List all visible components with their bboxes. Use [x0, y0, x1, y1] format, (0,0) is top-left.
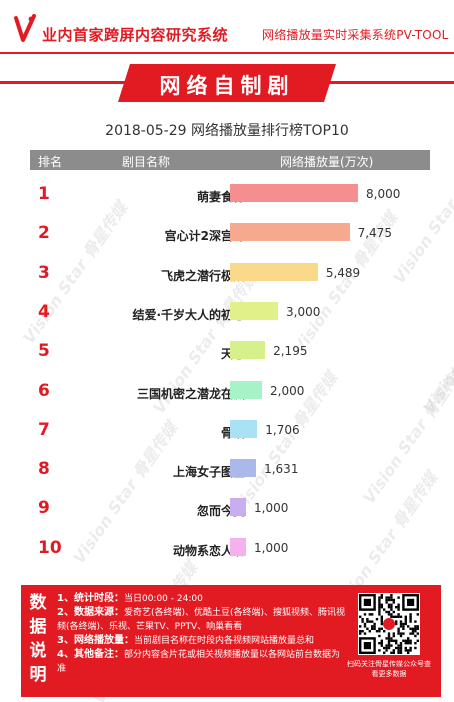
rank-number: 3 [38, 262, 50, 283]
chart-row: 2 宫心计2深宫计 7,475 [30, 215, 430, 255]
column-header-plays: 网络播放量(万次) [280, 155, 374, 169]
data-note-line: 4、其他备注：部分内容含片花或相关视频播放量以各网站前台数据为准 [57, 648, 347, 676]
category-banner: 网络自制剧 [118, 64, 336, 102]
chart-row: 4 结爱·千岁大人的初恋 3,000 [30, 294, 430, 334]
data-notes-panel: 数 据 说 明 1、统计时段：当日00:00 - 24:00 2、数据来源：爱奇艺… [21, 585, 441, 697]
column-header: 排名 剧目名称 网络播放量(万次) [30, 150, 430, 170]
play-count-bar [230, 419, 258, 438]
chart-row: 7骨语1,706 [30, 412, 430, 452]
play-count-value: 2,000 [270, 383, 305, 398]
header-title: 业内首家跨屏内容研究系统 [42, 26, 229, 44]
drama-name-label: 动物系恋人啊 [172, 543, 245, 558]
header-divider [0, 52, 454, 54]
rank-number: 8 [38, 459, 50, 480]
play-count-value: 1,000 [254, 540, 289, 555]
rank-number: 9 [38, 498, 50, 519]
play-count-bar [230, 537, 246, 556]
play-count-value: 1,706 [265, 422, 300, 437]
play-count-value: 2,195 [273, 344, 308, 359]
column-header-name: 剧目名称 [122, 155, 171, 169]
column-header-rank: 排名 [38, 155, 63, 169]
play-count-bar [230, 301, 278, 320]
data-note-label: 2、数据来源： [57, 607, 124, 618]
rank-number: 2 [38, 223, 50, 244]
play-count-value: 3,000 [286, 304, 321, 319]
chart-row: 9 忽而今夏 1,000 [30, 490, 430, 530]
play-count-value: 5,489 [325, 265, 361, 280]
rank-number: 1 [38, 184, 50, 204]
data-notes-side-text: 数 据 说 明 [29, 593, 47, 685]
chart-title: 2018-05-29 网络播放量排行榜TOP10 [105, 123, 349, 139]
page-header: 业内首家跨屏内容研究系统 网络播放量实时采集系统PV-TOOL [0, 0, 454, 54]
drama-name-label: 三国机密之潜龙在渊 [136, 386, 245, 401]
data-note-line: 2、数据来源：爱奇艺(各终端)、优酷土豆(各终端)、搜狐视频、腾讯视频(各终端)… [57, 606, 347, 634]
rank-number: 4 [38, 301, 50, 322]
play-count-bar [230, 498, 246, 517]
qr-block: 扫码关注骨星传媒公众号查看更多数据 [346, 593, 432, 679]
rank-number: 7 [38, 419, 50, 440]
data-note-text: 爱奇艺(各终端)、优酷土豆(各终端)、搜狐视频、腾讯视频(各终端)、乐视、芒果T… [57, 608, 346, 632]
vision-star-logo [14, 14, 36, 42]
qr-code-icon[interactable] [358, 593, 420, 655]
drama-name-label: 飞虎之潜行极战 [160, 268, 245, 283]
banner-label: 网络自制剧 [159, 74, 295, 98]
play-count-value: 1,000 [254, 501, 289, 516]
chart-row: 1 萌妻食神 8,000 [30, 176, 430, 216]
data-note-label: 1、统计时段： [57, 593, 124, 604]
drama-name-label: 宫心计2深宫计 [164, 229, 245, 244]
data-note-label: 4、其他备注： [57, 649, 124, 660]
drama-name-label: 上海女子图鉴 [172, 465, 245, 480]
header-subtitle: 网络播放量实时采集系统PV-TOOL [262, 28, 449, 42]
data-note-text: 部分内容含片花或相关视频播放量以各网站前台数据为准 [57, 650, 340, 674]
play-count-bar [230, 184, 358, 202]
chart-row: 8 上海女子图鉴 1,631 [30, 451, 430, 491]
chart-row: 6 三国机密之潜龙在渊 2,000 [30, 373, 430, 413]
data-note-label: 3、网络播放量： [57, 635, 134, 646]
data-note-line: 3、网络播放量：当前剧目名称在时段内各视频网站播放量总和 [57, 634, 347, 648]
play-count-value: 1,631 [264, 462, 299, 477]
rank-number: 6 [38, 380, 50, 401]
play-count-bar [230, 262, 318, 281]
chart-row: 5天意2,195 [30, 333, 430, 373]
data-notes-label: 数 据 说 明 [27, 591, 49, 687]
play-count-value: 7,475 [357, 226, 392, 241]
play-count-bar [230, 223, 350, 242]
play-count-bar [230, 459, 257, 478]
chart-row: 10 动物系恋人啊 1,000 [30, 530, 430, 570]
chart-row: 3 飞虎之潜行极战 5,489 [30, 255, 430, 295]
data-note-text: 当日00:00 - 24:00 [123, 594, 203, 604]
play-count-value: 8,000 [366, 187, 401, 201]
play-count-bar [230, 341, 266, 360]
data-notes-list: 1、统计时段：当日00:00 - 24:00 2、数据来源：爱奇艺(各终端)、优酷… [57, 592, 347, 676]
qr-caption: 扫码关注骨星传媒公众号查看更多数据 [347, 660, 431, 678]
play-count-bar [230, 380, 262, 399]
drama-name-label: 结爱·千岁大人的初恋 [132, 307, 245, 322]
banner-shape [118, 64, 336, 102]
rank-number: 10 [38, 537, 62, 558]
data-note-text: 当前剧目名称在时段内各视频网站播放量总和 [133, 636, 314, 646]
data-note-line: 1、统计时段：当日00:00 - 24:00 [57, 592, 347, 606]
rank-number: 5 [38, 341, 50, 362]
